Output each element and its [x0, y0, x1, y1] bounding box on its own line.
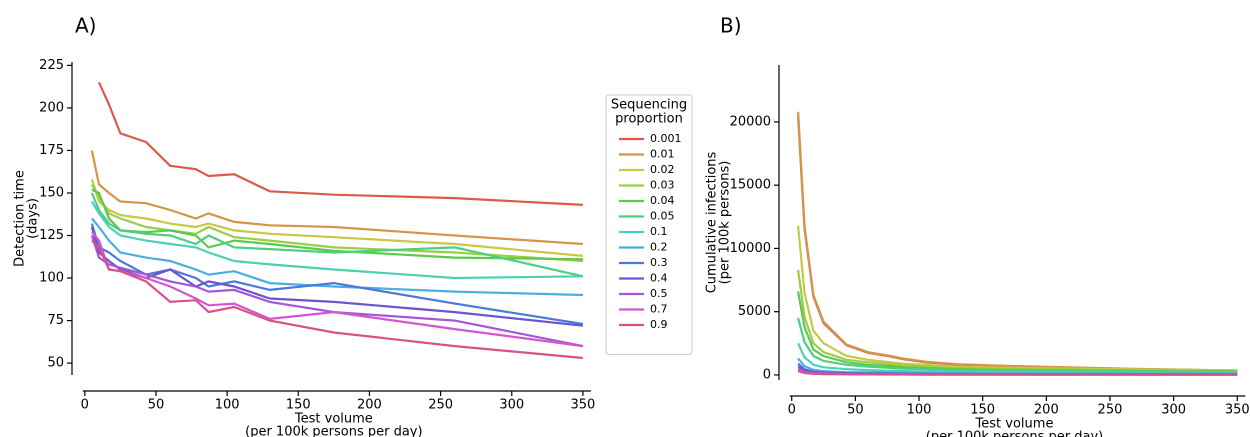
legend-label: 0.04	[650, 194, 675, 207]
legend-box	[605, 94, 693, 355]
series-line	[90, 179, 584, 257]
series-line	[797, 317, 1238, 374]
x-tick-label: 100	[215, 398, 240, 413]
y-tick-label: 50	[47, 356, 64, 371]
series-line	[91, 217, 583, 297]
series-line	[797, 115, 1238, 372]
y-axis-label: (per 100k persons)	[718, 161, 733, 285]
y-tick-label: 125	[39, 228, 64, 243]
panel-label: B)	[720, 14, 742, 38]
x-tick-label: 250	[1098, 403, 1123, 418]
legend-label: 0.05	[650, 210, 675, 223]
legend-label: 0.1	[650, 225, 668, 238]
x-tick-label: 50	[148, 398, 165, 413]
series-line	[90, 183, 583, 263]
x-tick-label: 50	[847, 403, 864, 418]
series-line	[90, 223, 584, 326]
legend-label: 0.01	[650, 148, 675, 161]
legend-label: 0.2	[650, 241, 668, 254]
x-tick-label: 0	[788, 403, 796, 418]
legend-label: 0.001	[650, 132, 682, 145]
y-axis-label: Cumulative infections	[705, 151, 720, 293]
legend-label: 0.3	[650, 256, 668, 269]
legend-label: 0.7	[650, 303, 668, 316]
series-line	[97, 81, 583, 206]
series-line	[90, 200, 583, 280]
series-line	[90, 192, 584, 278]
series-line	[91, 239, 584, 360]
series-line	[797, 225, 1238, 372]
x-tick-label: 150	[286, 398, 311, 413]
x-axis-label: Test volume	[294, 412, 373, 427]
y-axis-label: (days)	[26, 198, 41, 239]
y-tick-label: 0	[763, 367, 771, 382]
x-tick-label: 200	[357, 398, 382, 413]
legend-label: 0.02	[650, 163, 675, 176]
series-line	[797, 111, 1238, 372]
x-axis-label: (per 100k persons per day)	[926, 430, 1103, 437]
x-tick-label: 200	[1034, 403, 1059, 418]
series-line	[90, 150, 583, 246]
y-axis-label: Detection time	[13, 170, 28, 267]
x-tick-label: 0	[81, 398, 89, 413]
x-tick-label: 350	[1225, 403, 1250, 418]
legend-title: proportion	[615, 112, 683, 127]
y-tick-label: 200	[39, 100, 64, 115]
x-tick-label: 250	[428, 398, 453, 413]
y-tick-label: 225	[39, 58, 64, 73]
y-tick-label: 100	[39, 271, 64, 286]
y-tick-label: 75	[47, 313, 64, 328]
y-tick-label: 10000	[730, 241, 771, 256]
legend-label: 0.5	[650, 287, 668, 300]
y-tick-label: 5000	[738, 304, 771, 319]
x-axis-label: (per 100k persons per day)	[245, 425, 422, 437]
x-tick-label: 300	[1161, 403, 1186, 418]
legend-label: 0.4	[650, 272, 668, 285]
x-tick-label: 350	[571, 398, 596, 413]
legend-title: Sequencing	[611, 98, 687, 113]
y-tick-label: 20000	[730, 114, 771, 129]
legend-label: 0.03	[650, 179, 675, 192]
panel-label: A)	[75, 14, 96, 38]
x-tick-label: 150	[970, 403, 995, 418]
series-line	[797, 370, 1238, 376]
y-tick-label: 15000	[730, 178, 771, 193]
x-tick-label: 300	[499, 398, 524, 413]
series-line	[797, 269, 1238, 373]
legend-label: 0.9	[650, 318, 668, 331]
x-tick-label: 100	[907, 403, 932, 418]
series-line	[91, 188, 583, 261]
y-tick-label: 175	[39, 143, 64, 158]
x-axis-label: Test volume	[975, 417, 1054, 432]
y-tick-label: 150	[39, 185, 64, 200]
